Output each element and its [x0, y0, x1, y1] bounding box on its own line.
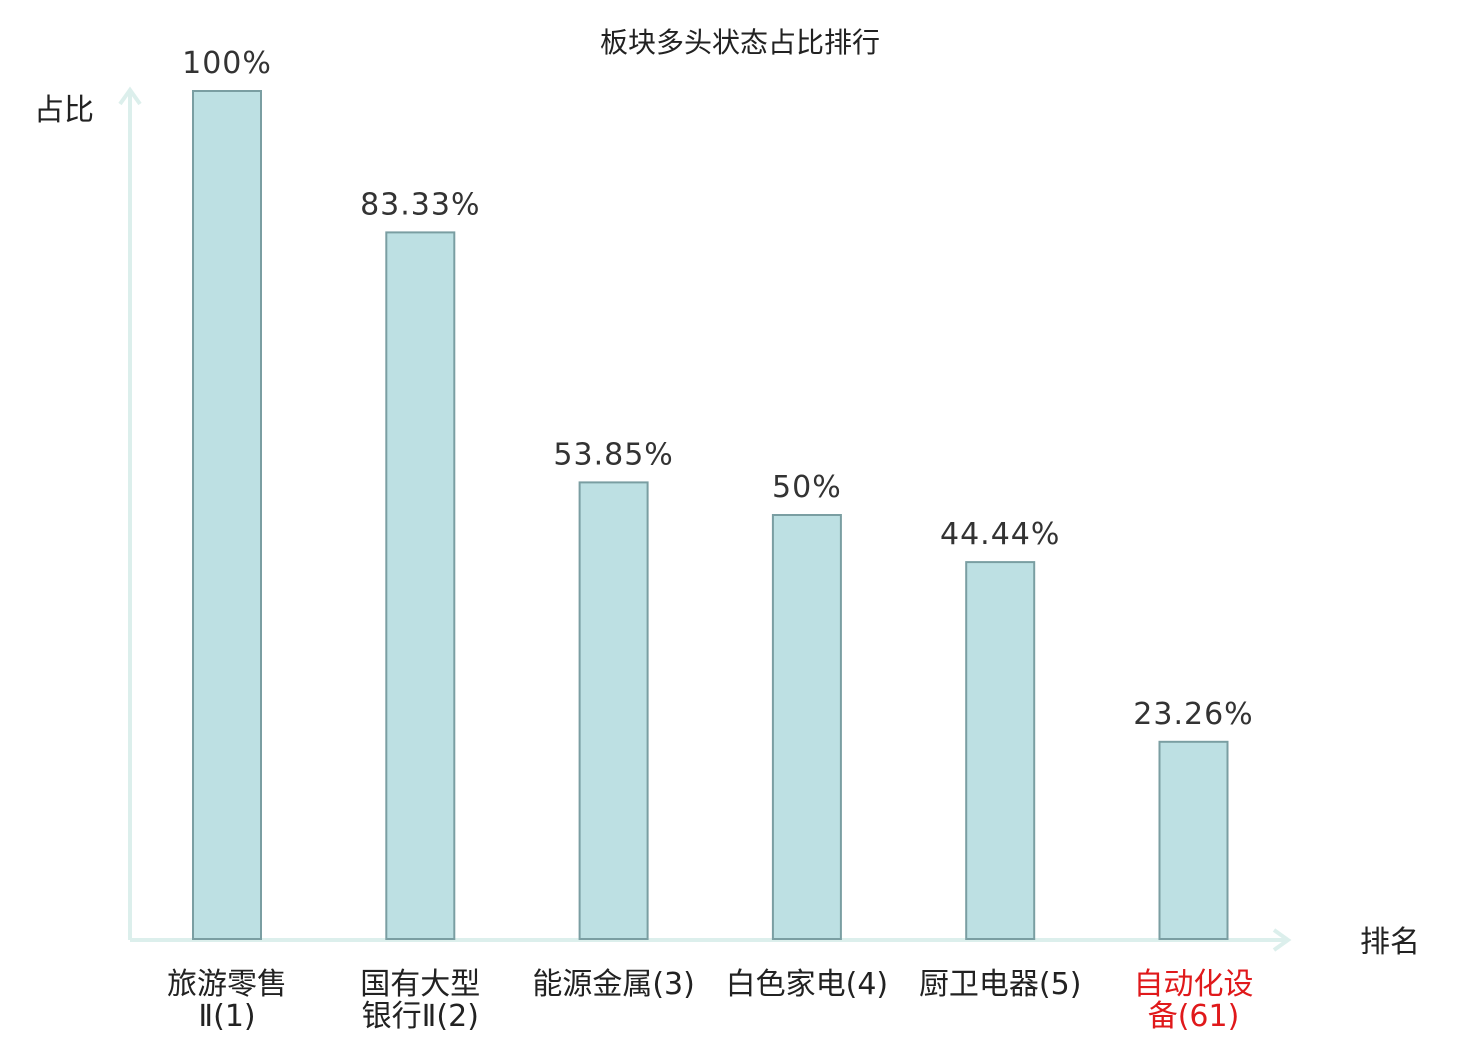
category-label-2-line-2: 银行Ⅱ(2): [362, 999, 479, 1034]
value-label-5: 44.44%: [940, 517, 1060, 552]
category-label-1-line-1: 旅游零售: [167, 967, 287, 1002]
bar-3: [578, 481, 649, 940]
bar-5: [965, 561, 1036, 940]
x-axis-label: 排名: [1360, 925, 1420, 960]
bar-6: [1158, 740, 1229, 940]
chart-axes: [118, 86, 1292, 952]
bar-1: [192, 90, 262, 940]
value-label-3: 53.85%: [553, 437, 673, 472]
value-label-1: 100%: [182, 46, 272, 81]
value-label-2: 83.33%: [360, 187, 480, 222]
category-label-6-line-2: 备(61): [1148, 999, 1240, 1034]
bar-2: [385, 231, 456, 940]
y-axis-label: 占比: [34, 93, 94, 128]
bar-4: [771, 514, 842, 940]
value-label-4: 50%: [772, 470, 842, 505]
category-label-5-line-1: 厨卫电器(5): [919, 967, 1082, 1002]
bars-group: [192, 90, 1229, 940]
x-axis-arrow: [1272, 928, 1292, 952]
value-label-6: 23.26%: [1133, 697, 1253, 732]
y-axis-arrow: [118, 86, 142, 106]
category-label-1-line-2: Ⅱ(1): [198, 999, 255, 1034]
category-label-4-line-1: 白色家电(4): [726, 967, 889, 1002]
category-label-2-line-1: 国有大型: [360, 967, 480, 1002]
chart-title: 板块多头状态占比排行: [600, 26, 880, 59]
category-label-6-line-1: 自动化设: [1134, 967, 1254, 1002]
category-label-3-line-1: 能源金属(3): [532, 967, 695, 1002]
value-labels-group: 100% 83.33% 53.85% 50% 44.44% 23.26%: [182, 46, 1253, 732]
